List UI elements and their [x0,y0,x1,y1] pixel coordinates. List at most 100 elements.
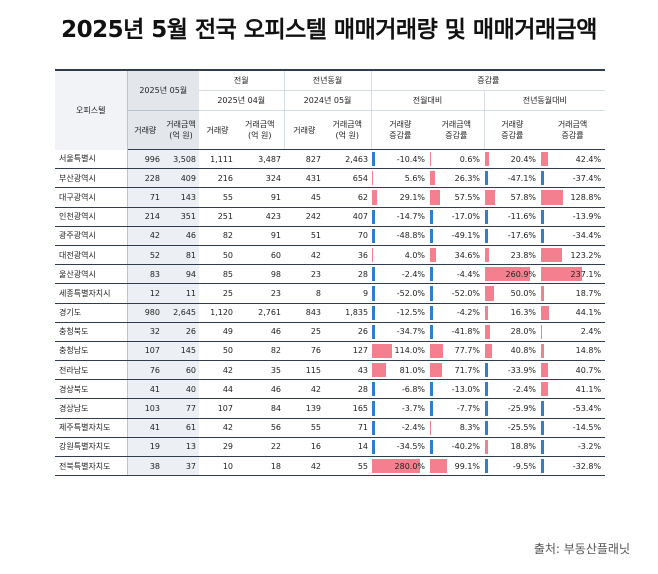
prev-month-volume-cell: 85 [199,264,236,285]
table-row: 대전광역시 52 81 50 60 42 36 4.0% 34.6% 23.8% 123.2% [55,245,606,266]
rate-value: -14.5% [572,423,602,433]
rate-bar [485,209,489,224]
prev-year-amount-cell: 127 [324,341,372,362]
rate-value: 34.6% [454,250,481,260]
table-row: 인천광역시 214 351 251 423 242 407 -14.7% -17.0% -11.6… [55,207,606,227]
mom-amount-rate-cell: 99.1% [429,456,485,477]
prev-year-volume-cell: 42 [284,245,325,266]
mom-volume-rate-cell: 81.0% [371,360,430,381]
rate-value: -2.4% [512,384,537,394]
yoy-volume-rate-cell: -25.5% [484,418,541,438]
table-row: 경기도 980 2,645 1,120 2,761 843 1,835 -12.5% -4.2%… [55,303,606,323]
prev-month-amount-cell: 46 [236,379,285,400]
current-volume-cell: 41 [127,379,163,400]
prev-year-amount-cell: 55 [324,456,372,477]
region-name-cell: 세종특별자치시 [55,283,128,304]
prev-month-volume-cell: 25 [199,283,236,304]
region-name-cell: 울산광역시 [55,264,128,285]
prev-month-amount-cell: 3,487 [236,149,285,170]
yoy-amount-rate-cell: -32.8% [540,456,606,477]
current-amount-cell: 61 [163,418,199,438]
current-amount-cell: 94 [163,264,199,285]
rate-bar [372,459,421,474]
rate-bar [372,343,392,359]
current-volume-cell: 41 [127,418,163,438]
rate-bar [372,286,376,301]
current-amount-cell: 46 [163,226,199,246]
mom-amount-rate-cell: 71.7% [429,360,485,381]
rate-bar [430,209,434,224]
prev-year-volume-cell: 139 [284,398,325,419]
current-volume-cell: 71 [127,187,163,208]
prev-year-volume-cell: 242 [284,207,325,227]
prev-month-amount-cell: 82 [236,341,285,362]
rate-bar [541,420,545,435]
rate-bar [485,171,489,186]
prev-month-volume-cell: 44 [199,379,236,400]
rate-value: -53.4% [572,404,602,414]
prev-year-amount-cell: 2,463 [324,149,372,170]
current-amount-cell: 40 [163,379,199,400]
region-name-cell: 충청북도 [55,322,128,342]
rate-value: 280.0% [394,461,426,471]
rate-bar [541,247,563,263]
rate-bar [541,401,545,416]
table-row: 대구광역시 71 143 55 91 45 62 29.1% 57.5% 57.8% 128.8% [55,187,606,208]
prev-year-volume-cell: 45 [284,187,325,208]
table-row: 충청남도 107 145 50 82 76 127 114.0% 77.7% 40.8% 14.8% [55,341,606,362]
rate-value: -17.0% [451,212,481,222]
current-amount-cell: 77 [163,398,199,419]
mom-amount-rate-cell: -17.0% [429,207,485,227]
table-row: 제주특별자치도 41 61 42 56 55 71 -2.4% 8.3% -25.5% -14.5% [55,418,606,438]
col-py-volume-header: 거래량 [283,110,325,150]
prev-year-amount-cell: 28 [324,264,372,285]
source-credit: 출처: 부동산플래닛 [533,542,630,556]
current-amount-cell: 3,508 [163,149,199,170]
prev-month-amount-cell: 46 [236,322,285,342]
page-title: 2025년 5월 전국 오피스텔 매매거래량 및 매매거래금액 [61,17,597,43]
yoy-amount-rate-cell: 42.4% [540,149,606,170]
prev-month-volume-cell: 10 [199,456,236,477]
col-volume-header: 거래량 [127,110,163,150]
region-name-cell: 대구광역시 [55,187,128,208]
rate-bar [430,363,443,378]
rate-value: -2.4% [401,423,426,433]
mom-header: 전월대비 [370,90,485,111]
yoy-volume-rate-cell: -9.5% [484,456,541,477]
rate-bar [485,324,490,339]
yoy-volume-rate-cell: -47.1% [484,168,541,189]
current-amount-cell: 409 [163,168,199,189]
yoy-amount-rate-cell: 128.8% [540,187,606,208]
table-row: 울산광역시 83 94 85 98 23 28 -2.4% -4.4% 260.9% 237.1% [55,264,606,285]
rate-value: 40.7% [575,365,602,375]
yoy-volume-rate-cell: -25.9% [484,398,541,419]
mom-amount-rate-cell: 34.6% [429,245,485,266]
col-yoy-vol-rate-header: 거래량 증감률 [483,110,541,150]
yoy-amount-rate-cell: 18.7% [540,283,606,304]
prev-month-amount-cell: 23 [236,283,285,304]
col-amount-header: 거래금액 (억 원) [163,110,199,150]
prev-year-volume-cell: 827 [284,149,325,170]
yoy-volume-rate-cell: -2.4% [484,379,541,400]
col-mom-vol-rate-header: 거래량 증감률 [370,110,430,150]
rate-bar [541,382,549,397]
rate-value: 237.1% [570,269,602,279]
current-volume-cell: 32 [127,322,163,342]
rate-bar [485,401,489,416]
col-mom-amt-rate-header: 거래금액 증감률 [429,110,485,150]
prev-year-amount-cell: 28 [324,379,372,400]
rate-value: -32.8% [572,461,602,471]
rate-bar [430,152,432,167]
prev-month-amount-cell: 35 [236,360,285,381]
prev-year-amount-cell: 70 [324,226,372,246]
prev-year-volume-cell: 23 [284,264,325,285]
yoy-amount-rate-cell: 41.1% [540,379,606,400]
table-row: 충청북도 32 26 49 46 25 26 -34.7% -41.8% 28.0% 2.4% [55,322,606,342]
region-name-cell: 경기도 [55,303,128,323]
rate-bar [541,343,544,359]
prev-year-volume-cell: 8 [284,283,325,304]
current-volume-cell: 83 [127,264,163,285]
current-amount-cell: 60 [163,360,199,381]
prev-year-volume-cell: 76 [284,341,325,362]
prev-month-volume-cell: 55 [199,187,236,208]
